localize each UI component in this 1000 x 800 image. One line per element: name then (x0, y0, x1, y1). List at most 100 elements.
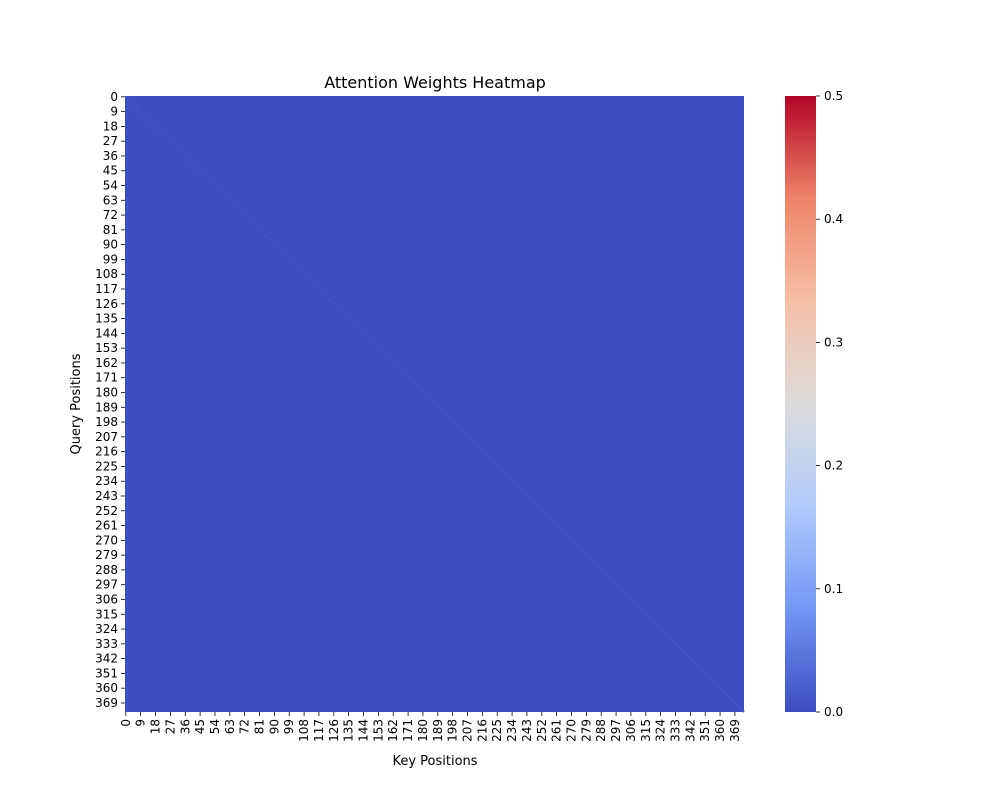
heatmap-diagonal-cell (285, 255, 288, 258)
heatmap-diagonal-cell (641, 610, 644, 613)
heatmap-diagonal-cell (436, 406, 439, 409)
x-tick-label: 225 (490, 719, 504, 742)
y-tick-label: 216 (95, 445, 118, 459)
x-tick-label: 144 (357, 719, 371, 742)
heatmap-diagonal-cell (540, 509, 543, 512)
heatmap-diagonal-cell (460, 429, 463, 432)
heatmap-diagonal-cell (720, 689, 723, 691)
heatmap-diagonal-cell (252, 222, 255, 225)
heatmap-diagonal-cell (191, 161, 194, 164)
heatmap-diagonal-cell (428, 398, 431, 401)
x-tick-label: 135 (342, 719, 356, 742)
heatmap-diagonal-cell (626, 595, 629, 598)
heatmap-diagonal-cell (192, 163, 195, 166)
heatmap-diagonal-cell (171, 141, 174, 144)
heatmap-diagonal-cell (592, 560, 595, 563)
heatmap-diagonal-cell (516, 485, 519, 488)
heatmap-diagonal-cell (148, 119, 151, 121)
heatmap-diagonal-cell (666, 634, 669, 637)
heatmap-diagonal-cell (701, 669, 704, 672)
heatmap-diagonal-cell (702, 670, 705, 673)
heatmap-diagonal-cell (176, 146, 179, 149)
heatmap-diagonal-cell (397, 367, 400, 370)
heatmap-diagonal-cell (408, 378, 411, 381)
heatmap-diagonal-cell (257, 227, 260, 230)
y-tick-label: 54 (103, 179, 118, 193)
heatmap-diagonal-cell (402, 371, 405, 374)
heatmap-diagonal-cell (392, 362, 395, 365)
heatmap-diagonal-cell (433, 403, 436, 406)
heatmap-diagonal-cell (668, 636, 671, 639)
heatmap-diagonal-cell (387, 357, 390, 360)
y-tick-label: 342 (95, 652, 118, 666)
heatmap-diagonal-cell (494, 463, 497, 466)
heatmap-diagonal-cell (181, 151, 184, 154)
heatmap-diagonal-cell (707, 675, 710, 678)
heatmap-diagonal-cell (299, 270, 302, 273)
heatmap-diagonal-cell (590, 559, 593, 562)
heatmap-diagonal-cell (717, 685, 720, 688)
y-tick-label: 90 (103, 238, 118, 252)
heatmap-diagonal-cell (636, 605, 639, 608)
y-tick-label: 27 (103, 134, 118, 148)
heatmap-diagonal-cell (649, 618, 652, 621)
heatmap-diagonal-cell (527, 496, 530, 499)
heatmap-diagonal-cell (138, 109, 141, 112)
heatmap-diagonal-cell (549, 518, 552, 521)
heatmap-diagonal-cell (405, 375, 408, 378)
heatmap-diagonal-cell (471, 440, 474, 443)
heatmap-grid (125, 96, 745, 713)
heatmap-diagonal-cell (697, 666, 700, 668)
heatmap-diagonal-cell (615, 583, 618, 586)
heatmap-diagonal-cell (635, 603, 638, 606)
heatmap-diagonal-cell (501, 470, 504, 473)
heatmap-diagonal-cell (724, 692, 727, 695)
heatmap-diagonal-cell (522, 491, 525, 494)
heatmap-diagonal-cell (296, 266, 299, 269)
colorbar-tick-label: 0.0 (824, 705, 843, 719)
y-tick-label: 225 (95, 459, 118, 473)
heatmap-diagonal-cell (347, 317, 350, 320)
heatmap-diagonal-cell (514, 483, 517, 486)
heatmap-diagonal-cell (329, 299, 332, 302)
heatmap-diagonal-cell (149, 120, 152, 123)
heatmap-diagonal-cell (699, 667, 702, 670)
heatmap-diagonal-cell (415, 385, 418, 388)
heatmap-diagonal-cell (446, 416, 449, 419)
y-axis-label: Query Positions (69, 353, 84, 454)
x-tick-label: 342 (683, 719, 697, 742)
y-tick-label: 261 (95, 519, 118, 533)
y-tick-label: 0 (110, 90, 118, 104)
x-tick-label: 360 (713, 719, 727, 742)
heatmap-diagonal-cell (663, 631, 666, 634)
x-tick-label: 63 (223, 719, 237, 734)
x-tick-label: 45 (193, 719, 207, 734)
heatmap-diagonal-cell (166, 137, 169, 140)
heatmap-diagonal-cell (473, 442, 476, 445)
heatmap-diagonal-cell (625, 593, 628, 596)
y-tick-label: 198 (95, 415, 118, 429)
heatmap-diagonal-cell (570, 539, 573, 542)
heatmap-diagonal-cell (430, 399, 433, 402)
heatmap-diagonal-cell (681, 649, 684, 652)
heatmap-diagonal-cell (212, 183, 215, 186)
heatmap-diagonal-cell (306, 276, 309, 279)
heatmap-diagonal-cell (469, 439, 472, 442)
heatmap-diagonal-cell (458, 427, 461, 430)
heatmap-diagonal-cell (189, 160, 192, 163)
heatmap-diagonal-cell (243, 214, 246, 217)
heatmap-diagonal-cell (448, 417, 451, 420)
y-tick-label: 360 (95, 681, 118, 695)
heatmap-diagonal-cell (167, 138, 170, 141)
heatmap-diagonal-cell (260, 230, 263, 233)
heatmap-diagonal-cell (215, 186, 218, 189)
heatmap-diagonal-cell (164, 135, 167, 138)
heatmap-diagonal-cell (177, 148, 180, 151)
heatmap-diagonal-cell (321, 291, 324, 294)
y-tick-label: 324 (95, 622, 118, 636)
heatmap-diagonal-cell (217, 187, 220, 190)
heatmap-diagonal-cell (483, 452, 486, 455)
heatmap-diagonal-cell (262, 232, 265, 235)
heatmap-diagonal-cell (303, 273, 306, 276)
